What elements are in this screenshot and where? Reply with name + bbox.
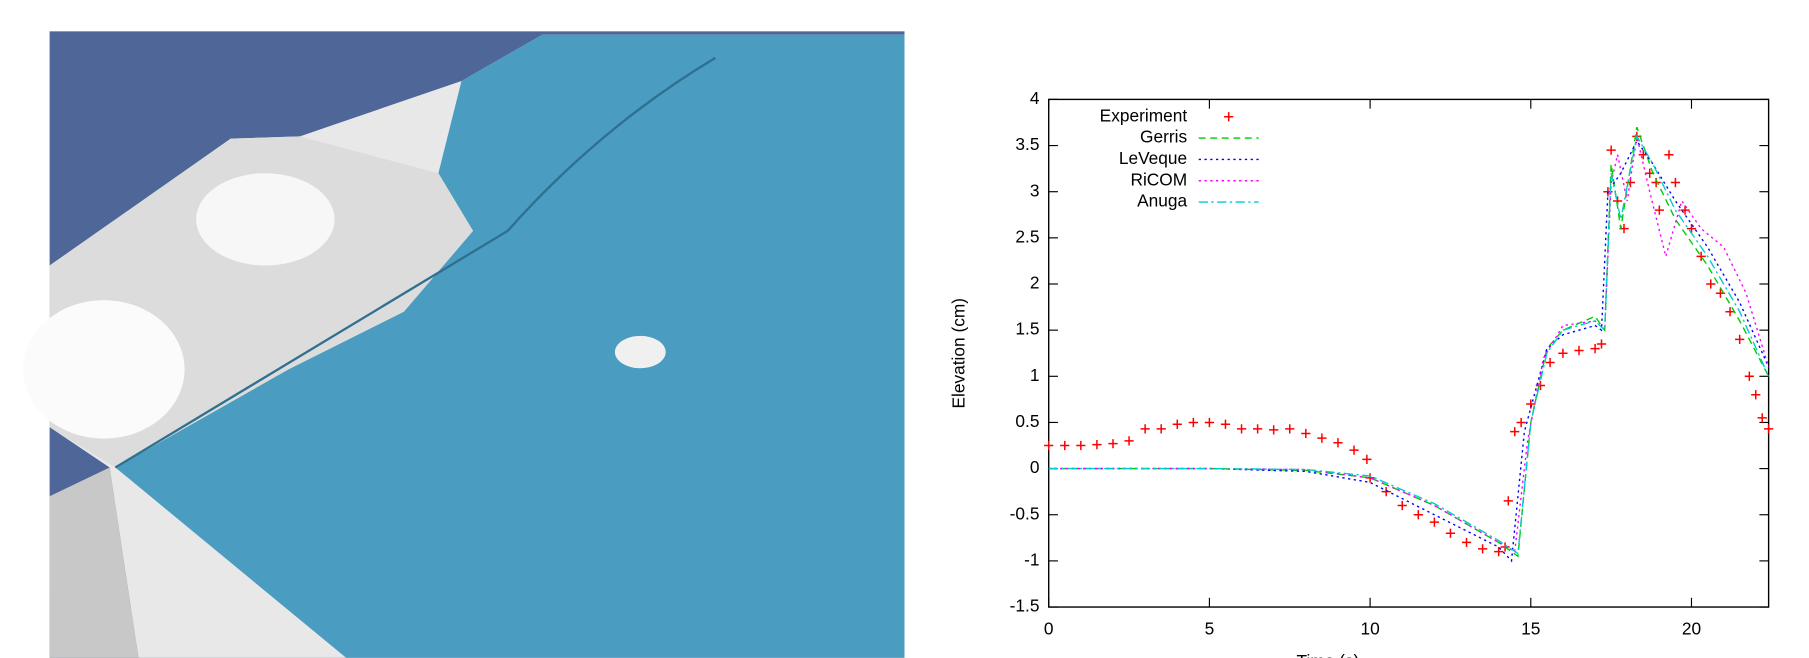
data-point: [1664, 150, 1673, 159]
data-point: [1317, 434, 1326, 443]
data-point: [1430, 518, 1439, 527]
data-point: [1510, 427, 1519, 436]
legend-label: LeVeque: [1119, 148, 1187, 168]
data-point: [1221, 420, 1230, 429]
data-point: [1758, 413, 1767, 422]
legend-marker: [1224, 112, 1233, 121]
data-point: [1205, 418, 1214, 427]
data-point: [1462, 538, 1471, 547]
data-point: [1735, 335, 1744, 344]
data-point: [1725, 307, 1734, 316]
y-tick-label: 3: [1030, 180, 1040, 200]
data-point: [1253, 424, 1262, 433]
data-point: [1092, 440, 1101, 449]
data-point: [1536, 381, 1545, 390]
data-point: [1745, 372, 1754, 381]
data-point: [1301, 429, 1310, 438]
page: {"chart_data": {"type": "line", "x_label…: [0, 0, 1809, 658]
data-point: [1478, 544, 1487, 553]
data-point: [1671, 178, 1680, 187]
y-tick-label: -1.5: [1010, 596, 1040, 616]
x-tick-label: 15: [1521, 619, 1540, 639]
data-point: [1157, 424, 1166, 433]
data-point: [1597, 339, 1606, 348]
y-tick-label: -1: [1024, 549, 1039, 569]
y-axis-label: Elevation (cm): [948, 298, 968, 409]
x-axis-label: Time (s): [1297, 651, 1360, 658]
chart: -1.5 -1 -0.5 0 0.5 1 1.5 2 2.5 3 3.5 4 0 5 10 15 20 Time …: [948, 88, 1773, 658]
data-point: [1687, 224, 1696, 233]
data-point: [1414, 510, 1423, 519]
legend-label: Anuga: [1137, 191, 1187, 211]
data-point: [1751, 390, 1760, 399]
y-tick-label: -0.5: [1010, 503, 1040, 523]
data-point: [1446, 529, 1455, 538]
data-point: [1504, 496, 1513, 505]
data-point: [1574, 346, 1583, 355]
data-point: [1558, 349, 1567, 358]
y-tick-label: 2: [1030, 273, 1040, 293]
legend-label: Gerris: [1140, 127, 1187, 147]
y-tick-label: 1: [1030, 365, 1040, 385]
data-point: [1333, 438, 1342, 447]
data-point: [1060, 441, 1069, 450]
data-point: [1173, 420, 1182, 429]
data-point: [1285, 424, 1294, 433]
data-point: [1607, 146, 1616, 155]
data-point: [1108, 439, 1117, 448]
x-tick-label: 10: [1360, 619, 1379, 639]
data-point: [1517, 418, 1526, 427]
legend-label: Experiment: [1100, 105, 1188, 125]
data-point: [1697, 252, 1706, 261]
y-tick-label: 2.5: [1015, 226, 1039, 246]
x-tick-label: 0: [1044, 619, 1054, 639]
x-tick-label: 5: [1205, 619, 1215, 639]
data-point: [1124, 436, 1133, 445]
simulation-render: [23, 31, 904, 657]
data-point: [1237, 424, 1246, 433]
legend-label: RiCOM: [1130, 169, 1187, 189]
y-tick-label: 0: [1030, 457, 1040, 477]
y-tick-label: 1.5: [1015, 319, 1039, 339]
data-point: [1076, 441, 1085, 450]
data-point: [1398, 501, 1407, 510]
data-point: [1706, 279, 1715, 288]
data-point: [1590, 344, 1599, 353]
data-point: [1764, 424, 1773, 433]
data-point: [1189, 418, 1198, 427]
data-point: [1362, 455, 1371, 464]
figure: -1.5 -1 -0.5 0 0.5 1 1.5 2 2.5 3 3.5 4 0 5 10 15 20 Time …: [0, 0, 1809, 658]
data-point: [1680, 206, 1689, 215]
island: [615, 336, 666, 368]
data-point: [1545, 358, 1554, 367]
data-point: [1494, 547, 1503, 556]
x-tick-label: 20: [1682, 619, 1701, 639]
y-tick-label: 4: [1030, 88, 1040, 108]
data-point: [1141, 424, 1150, 433]
land-highlight: [23, 300, 185, 438]
y-tick-label: 0.5: [1015, 411, 1039, 431]
data-point: [1269, 425, 1278, 434]
y-tick-label: 3.5: [1015, 134, 1039, 154]
data-point: [1655, 206, 1664, 215]
data-point: [1349, 446, 1358, 455]
island-hill: [196, 173, 334, 265]
data-point: [1044, 441, 1053, 450]
